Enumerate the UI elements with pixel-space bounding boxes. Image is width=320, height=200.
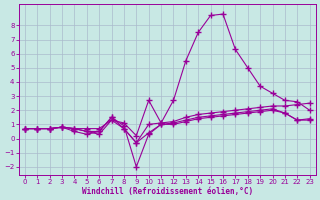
X-axis label: Windchill (Refroidissement éolien,°C): Windchill (Refroidissement éolien,°C) [82,187,253,196]
